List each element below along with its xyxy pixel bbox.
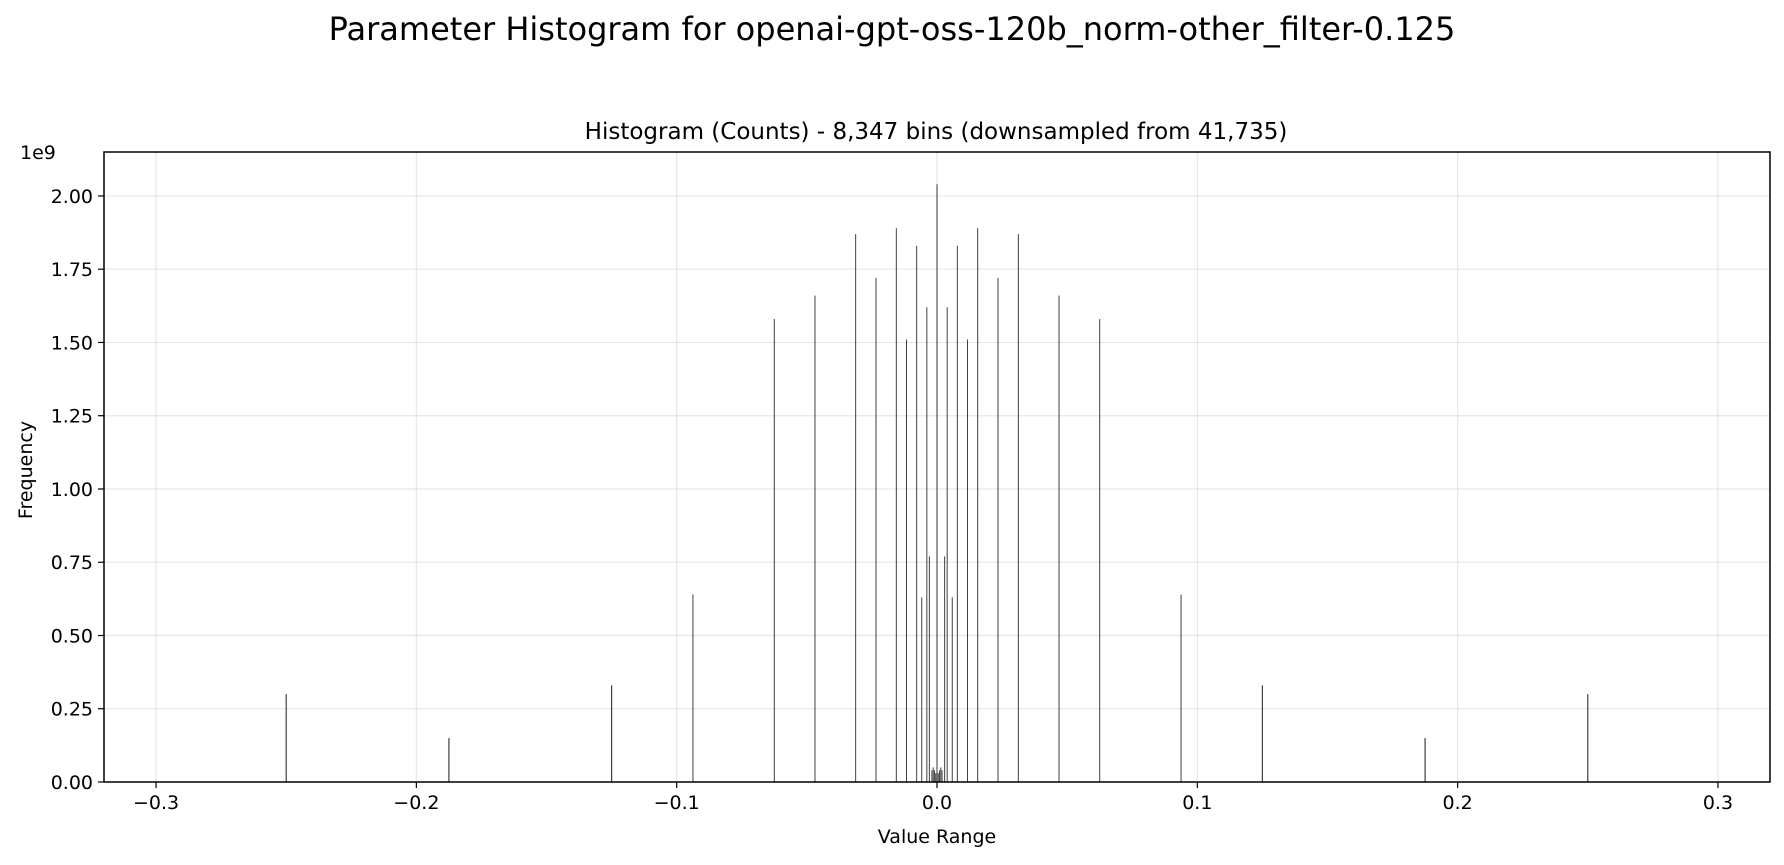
histogram-bar-11: [921, 597, 923, 782]
histogram-bar-23: [944, 556, 946, 782]
figure-suptitle: Parameter Histogram for openai-gpt-oss-1…: [329, 10, 1456, 48]
histogram-bar-35: [1424, 738, 1426, 782]
histogram-bar-30: [1017, 234, 1019, 782]
x-tick-label-3: 0.0: [922, 792, 952, 814]
histogram-bar-8: [895, 228, 897, 783]
y-axis-label: Frequency: [15, 421, 37, 519]
y-tick-label-5: 1.25: [51, 406, 93, 428]
y-axis-ticks: 0.00 0.25 0.50 0.75 1.00 1.25 1.50 1.75 2.00: [51, 186, 104, 794]
chart-title: Histogram (Counts) - 8,347 bins (downsam…: [585, 119, 1288, 145]
histogram-bar-2: [611, 685, 613, 782]
histogram-bar-0: [285, 694, 287, 782]
x-tick-label-6: 0.3: [1703, 792, 1733, 814]
histogram-bar-10: [916, 245, 918, 782]
y-tick-label-7: 1.75: [51, 259, 93, 281]
y-tick-label-0: 0.00: [51, 772, 93, 794]
x-tick-label-0: −0.3: [133, 792, 179, 814]
histogram-bar-4: [773, 319, 775, 782]
histogram-bar-18: [936, 184, 938, 783]
x-tick-label-5: 0.2: [1443, 792, 1473, 814]
x-tick-label-2: −0.1: [654, 792, 700, 814]
histogram-bar-1: [448, 738, 450, 782]
histogram-bar-13: [928, 556, 930, 782]
y-offset-label: 1e9: [20, 142, 56, 164]
histogram-bar-22: [941, 770, 943, 782]
histogram-bar-34: [1261, 685, 1263, 782]
histogram-bar-26: [956, 245, 958, 782]
histogram-bar-27: [967, 339, 969, 782]
histogram-bar-17: [935, 773, 937, 782]
bars: [285, 184, 1589, 783]
histogram-bar-12: [926, 307, 928, 782]
x-tick-label-4: 0.1: [1182, 792, 1212, 814]
y-tick-label-1: 0.25: [51, 699, 93, 721]
histogram-bar-9: [905, 339, 907, 782]
y-tick-label-6: 1.50: [51, 332, 93, 354]
histogram-bar-5: [814, 295, 816, 782]
y-tick-label-8: 2.00: [51, 186, 93, 208]
histogram-bar-29: [997, 278, 999, 782]
histogram-bar-6: [855, 234, 857, 782]
y-tick-label-2: 0.50: [51, 625, 93, 647]
histogram-bar-36: [1587, 694, 1589, 782]
y-tick-label-4: 1.00: [51, 479, 93, 501]
histogram-bar-32: [1099, 319, 1101, 782]
histogram-bar-16: [933, 770, 935, 782]
x-tick-label-1: −0.2: [393, 792, 439, 814]
histogram-bar-28: [977, 228, 979, 783]
histogram-bar-15: [932, 767, 934, 782]
y-tick-label-3: 0.75: [51, 552, 93, 574]
histogram-bar-21: [940, 767, 942, 782]
histogram-bar-19: [937, 773, 939, 782]
histogram-bar-33: [1180, 594, 1182, 782]
histogram-bar-20: [939, 770, 941, 782]
histogram-bar-24: [946, 307, 948, 782]
x-axis-ticks: −0.3 −0.2 −0.1 0.0 0.1 0.2 0.3: [133, 782, 1733, 814]
histogram-bar-14: [931, 770, 933, 782]
x-axis-label: Value Range: [878, 826, 996, 848]
histogram-bar-7: [875, 278, 877, 782]
histogram-bar-3: [692, 594, 694, 782]
histogram-bar-31: [1058, 295, 1060, 782]
histogram-bar-25: [951, 597, 953, 782]
